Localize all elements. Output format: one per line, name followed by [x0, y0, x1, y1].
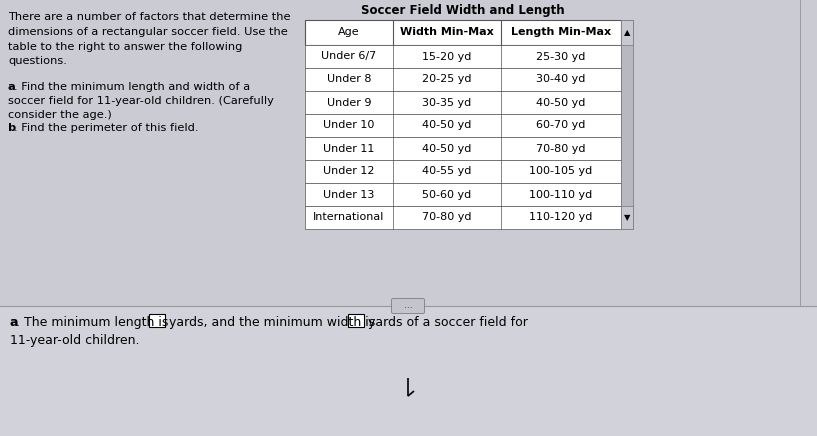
Text: 25-30 yd: 25-30 yd [536, 51, 586, 61]
Text: 40-50 yd: 40-50 yd [536, 98, 586, 108]
Text: 100-110 yd: 100-110 yd [529, 190, 592, 200]
Text: . Find the minimum length and width of a: . Find the minimum length and width of a [14, 82, 250, 92]
Text: ...: ... [404, 302, 413, 310]
Text: 15-20 yd: 15-20 yd [422, 51, 471, 61]
Text: Length Min-Max: Length Min-Max [511, 27, 611, 37]
Text: 60-70 yd: 60-70 yd [536, 120, 586, 130]
Text: Under 9: Under 9 [327, 98, 371, 108]
Bar [305, 137, 621, 160]
Text: soccer field for 11-year-old children. (Carefully: soccer field for 11-year-old children. (… [8, 96, 274, 106]
Bar [305, 183, 621, 206]
Text: 40-55 yd: 40-55 yd [422, 167, 471, 177]
Text: . The minimum length is: . The minimum length is [16, 316, 172, 329]
Text: Under 8: Under 8 [327, 75, 371, 85]
Bar [305, 114, 621, 137]
FancyBboxPatch shape [391, 299, 425, 313]
Text: dimensions of a rectangular soccer field. Use the: dimensions of a rectangular soccer field… [8, 27, 288, 37]
Text: 40-50 yd: 40-50 yd [422, 120, 471, 130]
Bar [305, 206, 621, 229]
Text: Under 10: Under 10 [324, 120, 375, 130]
Text: 30-35 yd: 30-35 yd [422, 98, 471, 108]
Text: There are a number of factors that determine the: There are a number of factors that deter… [8, 12, 291, 22]
Text: Under 6/7: Under 6/7 [321, 51, 377, 61]
Bar [621, 20, 633, 45]
Text: 50-60 yd: 50-60 yd [422, 190, 471, 200]
Text: ▲: ▲ [623, 28, 630, 37]
Text: consider the age.): consider the age.) [8, 110, 112, 120]
Text: Soccer Field Width and Length: Soccer Field Width and Length [361, 4, 565, 17]
Bar [305, 68, 621, 91]
Text: a: a [8, 82, 16, 92]
Text: Under 11: Under 11 [324, 143, 375, 153]
Text: Age: Age [338, 27, 359, 37]
Text: b: b [8, 123, 16, 133]
Text: 100-105 yd: 100-105 yd [529, 167, 592, 177]
Text: ▼: ▼ [623, 213, 630, 222]
Text: 11-year-old children.: 11-year-old children. [10, 334, 140, 347]
Bar [348, 314, 364, 327]
Text: a: a [10, 316, 19, 329]
Text: Under 12: Under 12 [324, 167, 375, 177]
Text: 30-40 yd: 30-40 yd [536, 75, 586, 85]
Bar [0, 306, 817, 436]
Text: 70-80 yd: 70-80 yd [422, 212, 471, 222]
Text: 20-25 yd: 20-25 yd [422, 75, 471, 85]
Text: . Find the perimeter of this field.: . Find the perimeter of this field. [14, 123, 199, 133]
Text: yards, and the minimum width is: yards, and the minimum width is [165, 316, 379, 329]
Bar [305, 20, 621, 45]
Text: 110-120 yd: 110-120 yd [529, 212, 592, 222]
Text: Width Min-Max: Width Min-Max [400, 27, 493, 37]
Bar [305, 160, 621, 183]
Bar [305, 91, 621, 114]
Bar [621, 206, 633, 229]
Text: questions.: questions. [8, 56, 67, 66]
Text: 40-50 yd: 40-50 yd [422, 143, 471, 153]
Text: yards of a soccer field for: yards of a soccer field for [364, 316, 528, 329]
Text: International: International [313, 212, 385, 222]
Bar [621, 20, 633, 229]
Text: Under 13: Under 13 [324, 190, 375, 200]
Text: table to the right to answer the following: table to the right to answer the followi… [8, 42, 243, 52]
Bar [149, 314, 165, 327]
Text: 70-80 yd: 70-80 yd [536, 143, 586, 153]
Bar [305, 45, 621, 68]
